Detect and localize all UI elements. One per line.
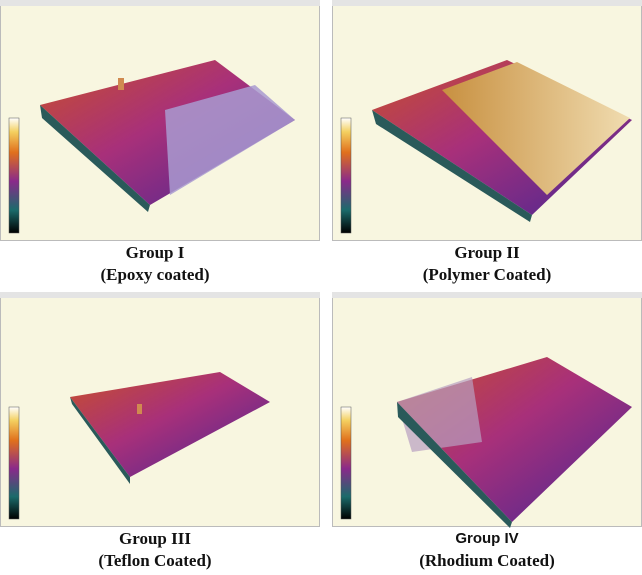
caption-subtitle: (Rhodium Coated) <box>332 550 642 572</box>
panel: Group II (Polymer Coated) <box>332 0 642 286</box>
surface-image <box>332 292 642 528</box>
caption-title: Group III <box>0 528 310 550</box>
surface-image <box>0 0 320 242</box>
caption-subtitle: (Polymer Coated) <box>332 264 642 286</box>
caption-subtitle: (Teflon Coated) <box>0 550 310 572</box>
surface-image <box>0 292 320 528</box>
panel: Group IV (Rhodium Coated) <box>332 292 642 572</box>
caption-subtitle: (Epoxy coated) <box>0 264 310 286</box>
caption-title: Group II <box>332 242 642 264</box>
panel: Group I (Epoxy coated) <box>0 0 310 286</box>
surface-image <box>332 0 642 242</box>
caption-title: Group IV <box>332 528 642 550</box>
panel: Group III (Teflon Coated) <box>0 292 310 572</box>
caption-title: Group I <box>0 242 310 264</box>
figure: Group I (Epoxy coated) Group II (Polymer… <box>0 0 642 575</box>
